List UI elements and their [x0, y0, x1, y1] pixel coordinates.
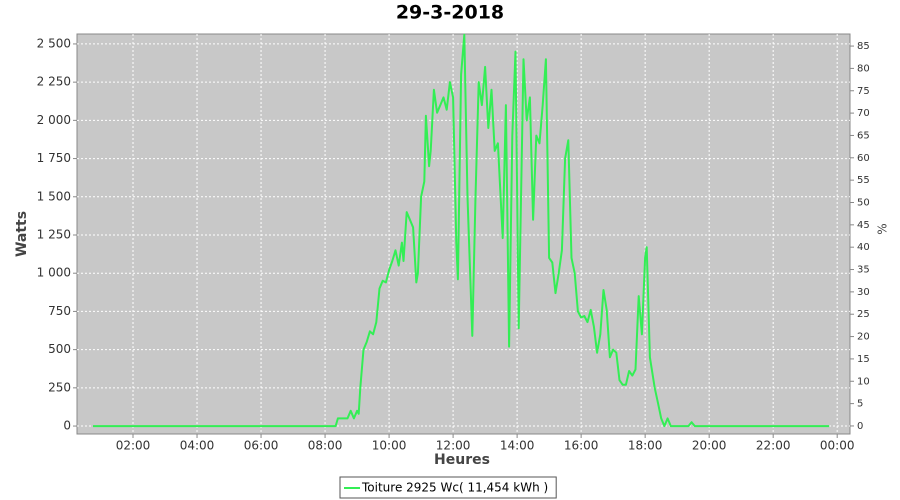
y2-tick-label: 20 — [857, 332, 870, 343]
y-tick-label: 1 000 — [37, 266, 71, 280]
x-tick-label: 04:00 — [180, 439, 215, 453]
chart-title: 29-3-2018 — [396, 2, 504, 24]
y-tick-label: 250 — [48, 380, 71, 394]
x-tick-label: 20:00 — [692, 439, 727, 453]
y2-tick-label: 60 — [857, 153, 870, 164]
y2-tick-label: 30 — [857, 287, 870, 298]
y2-tick-label: 15 — [857, 354, 870, 365]
y-tick-label: 2 250 — [37, 75, 71, 89]
y2-tick-label: 50 — [857, 197, 870, 208]
x-tick-label: 14:00 — [500, 439, 535, 453]
legend-label: Toiture 2925 Wc( 11,454 kWh ) — [361, 481, 548, 495]
y2-tick-label: 80 — [857, 63, 870, 74]
y-tick-label: 500 — [48, 342, 71, 356]
y2-tick-label: 55 — [857, 175, 870, 186]
y2-tick-label: 70 — [857, 108, 870, 119]
y2-tick-label: 65 — [857, 130, 870, 141]
y-tick-label: 1 500 — [37, 189, 71, 203]
x-tick-label: 10:00 — [372, 439, 407, 453]
y-tick-label: 0 — [63, 419, 71, 433]
y2-tick-label: 35 — [857, 265, 870, 276]
y2-tick-label: 10 — [857, 376, 870, 387]
x-tick-label: 00:00 — [820, 439, 855, 453]
y-tick-label: 2 500 — [37, 36, 71, 50]
y2-tick-label: 45 — [857, 220, 870, 231]
y2-tick-label: 75 — [857, 86, 870, 97]
y-tick-label: 1 750 — [37, 151, 71, 165]
y-tick-label: 2 000 — [37, 113, 71, 127]
data-line — [93, 33, 830, 428]
x-tick-label: 18:00 — [628, 439, 663, 453]
y2-tick-label: 5 — [857, 399, 863, 410]
x-tick-label: 12:00 — [436, 439, 471, 453]
legend-box — [339, 476, 557, 499]
y2-tick-label: 85 — [857, 41, 870, 52]
y2-axis-title: % — [876, 223, 890, 234]
x-tick-label: 22:00 — [756, 439, 791, 453]
y2-tick-label: 25 — [857, 309, 870, 320]
x-tick-label: 16:00 — [564, 439, 599, 453]
x-tick-label: 06:00 — [244, 439, 279, 453]
x-tick-label: 08:00 — [308, 439, 343, 453]
x-tick-label: 02:00 — [116, 439, 151, 453]
y-tick-label: 1 250 — [37, 227, 71, 241]
y-tick-label: 750 — [48, 304, 71, 318]
y2-tick-label: 40 — [857, 242, 870, 253]
x-axis-title: Heures — [434, 452, 490, 468]
legend: Toiture 2925 Wc( 11,454 kWh ) — [339, 476, 557, 499]
y-axis-title: Watts — [14, 211, 30, 257]
plot-area — [76, 33, 851, 435]
y2-tick-label: 0 — [857, 421, 863, 432]
